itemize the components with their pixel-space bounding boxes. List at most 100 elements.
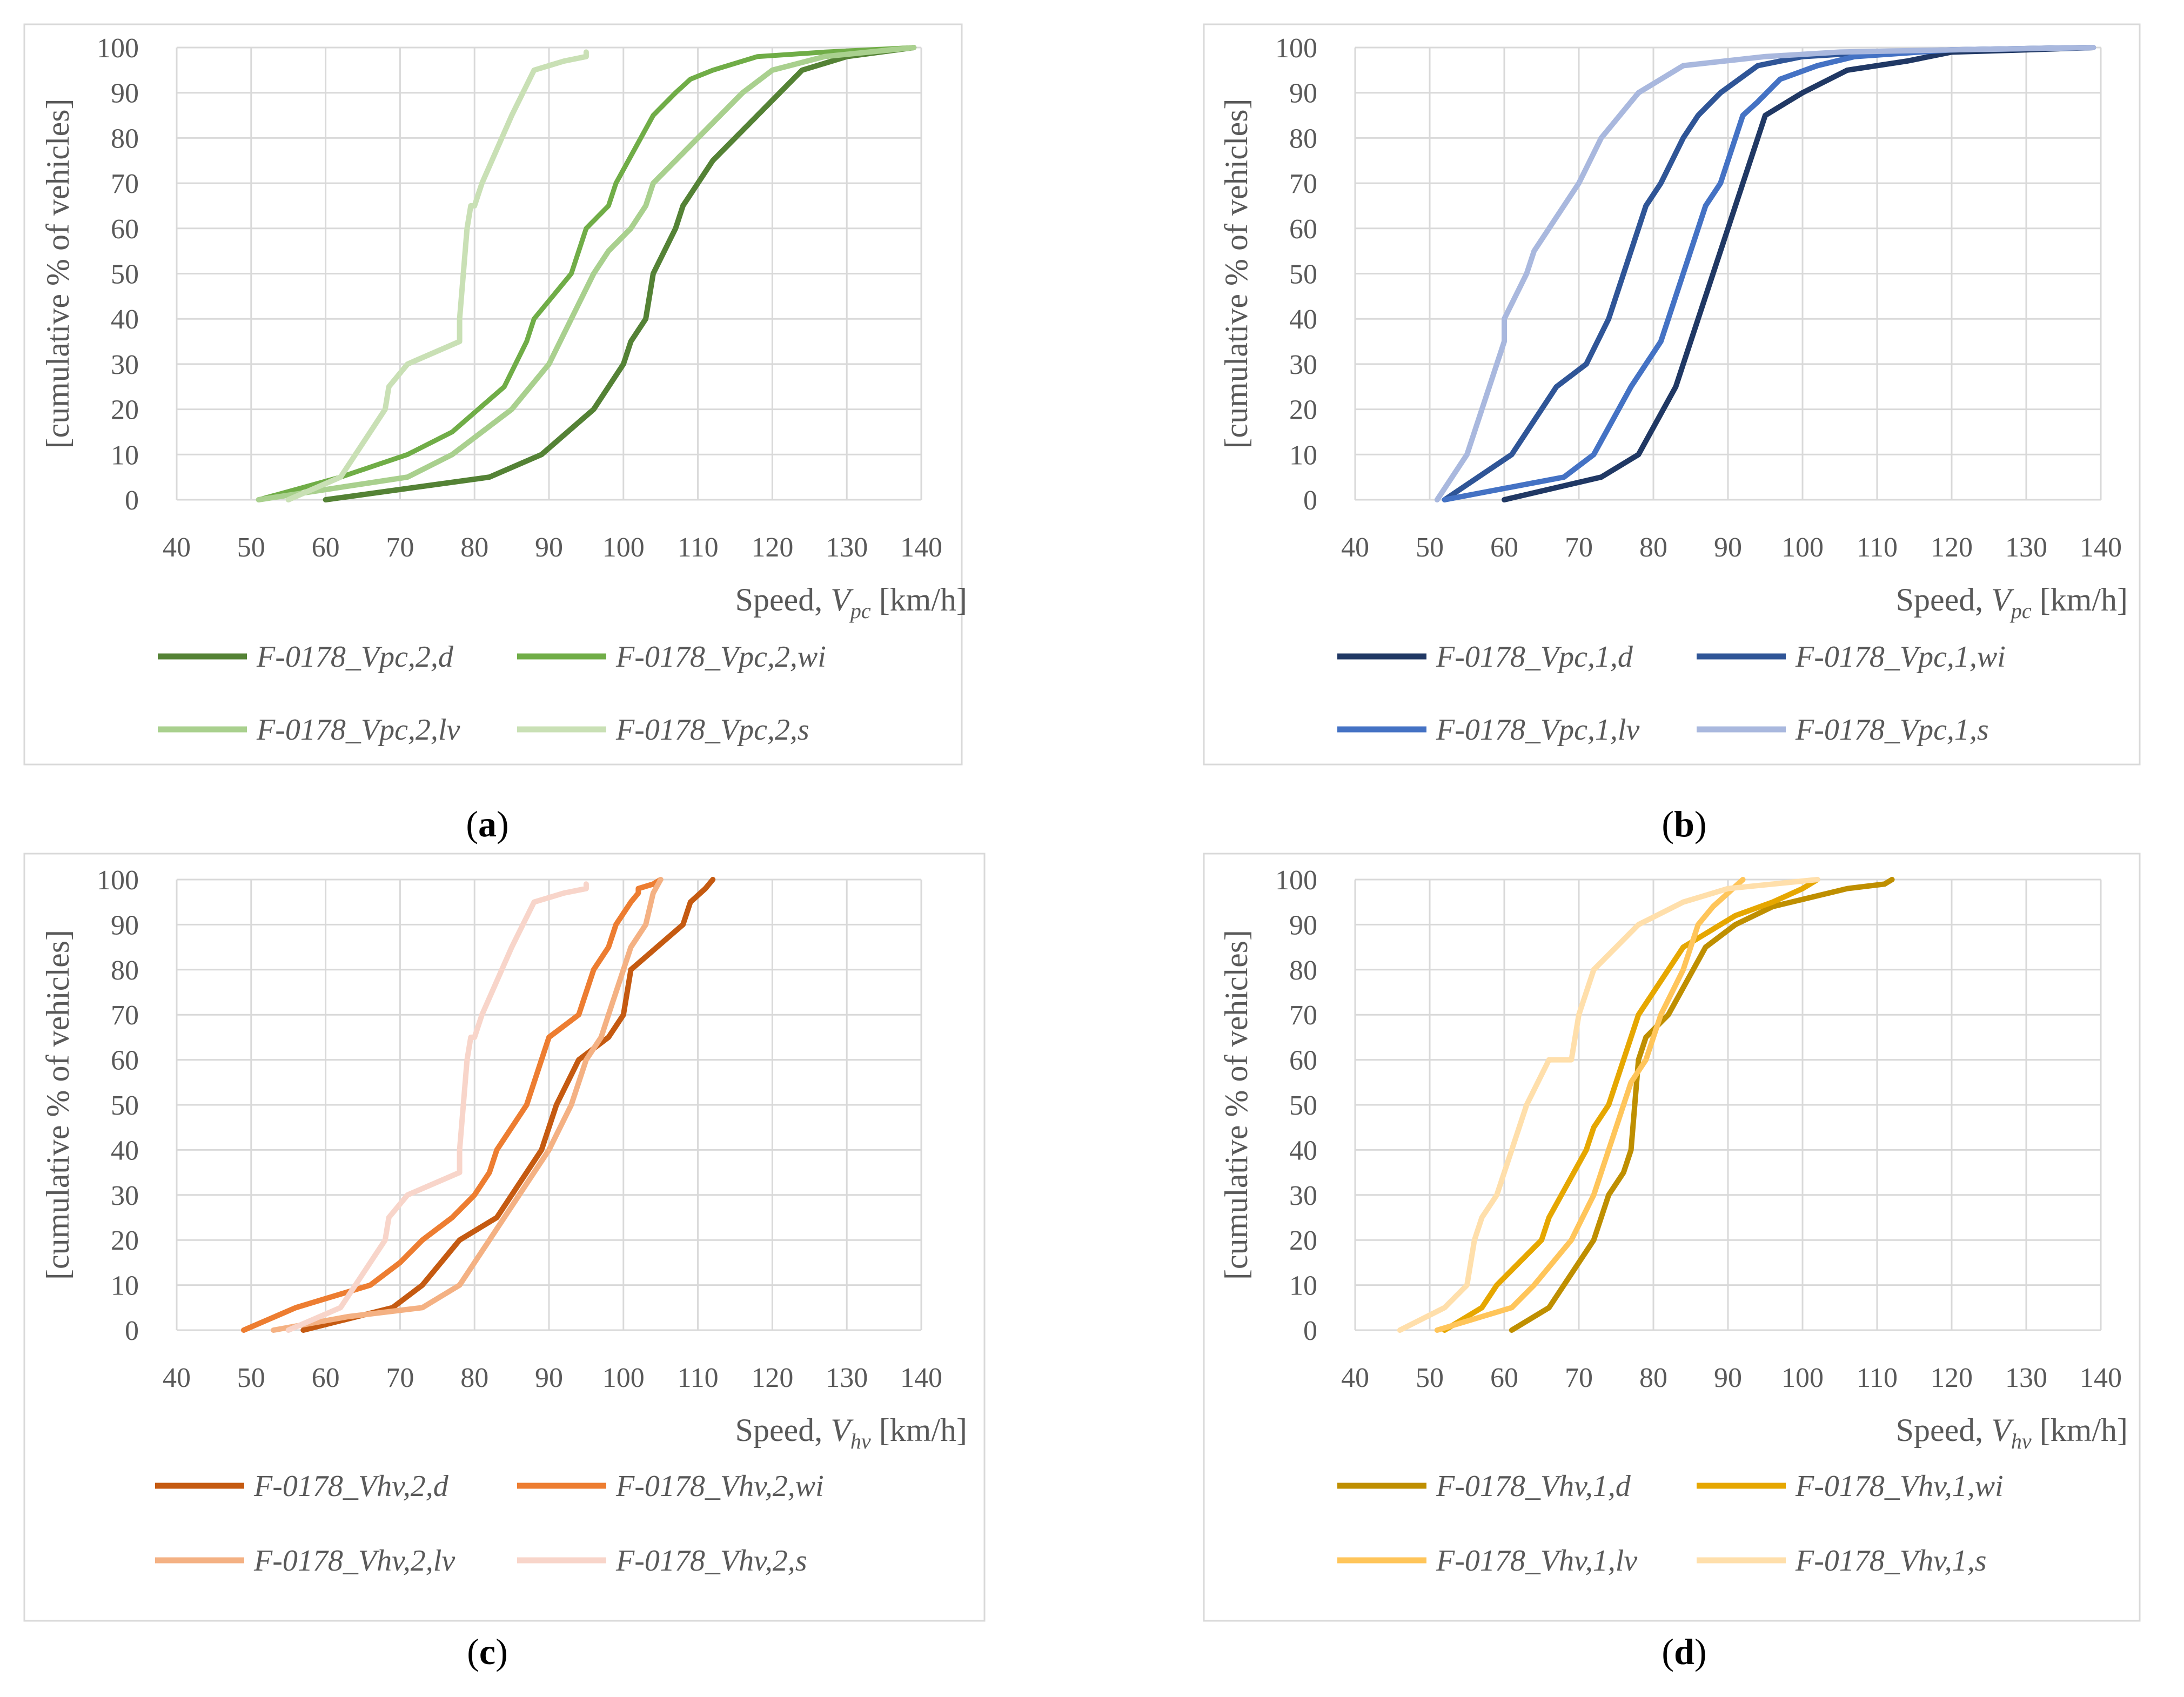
- x-tick-label: 110: [1857, 532, 1898, 563]
- panel-caption: (c): [467, 1631, 508, 1672]
- legend-label: F-0178_Vpc,1,s: [1795, 713, 1989, 747]
- y-tick-label: 90: [111, 910, 139, 941]
- x-tick-label: 50: [237, 532, 265, 563]
- series-line-a-2: [256, 45, 917, 502]
- y-tick-label: 20: [1289, 1225, 1317, 1256]
- y-tick-label: 0: [125, 1316, 139, 1346]
- legend-label: F-0178_Vhv,2,wi: [615, 1470, 824, 1503]
- y-tick-label: 60: [1289, 214, 1317, 245]
- x-axis-title: Speed, Vhv [km/h]: [735, 1412, 967, 1453]
- series-line-b-0: [1502, 45, 2096, 502]
- series-line-c-0: [300, 877, 716, 1333]
- y-tick-label: 30: [111, 1180, 139, 1211]
- y-tick-label: 20: [1289, 395, 1317, 426]
- legend-label: F-0178_Vpc,2,lv: [256, 713, 460, 747]
- x-tick-label: 120: [1931, 532, 1973, 563]
- y-tick-label: 30: [1289, 1180, 1317, 1211]
- y-tick-label: 10: [1289, 440, 1317, 471]
- gridlines: [176, 46, 922, 501]
- legend-label: F-0178_Vpc,1,d: [1436, 640, 1633, 674]
- y-tick-label: 70: [111, 169, 139, 199]
- series-line-c-2: [271, 877, 664, 1333]
- y-tick-label: 0: [1303, 485, 1317, 516]
- y-tick-label: 40: [111, 1135, 139, 1166]
- y-tick-label: 40: [111, 304, 139, 335]
- x-tick-label: 120: [751, 1363, 793, 1393]
- x-tick-label: 120: [751, 532, 793, 563]
- gridlines: [1354, 46, 2102, 501]
- x-tick-label: 110: [1857, 1363, 1898, 1393]
- y-tick-label: 40: [1289, 1135, 1317, 1166]
- y-axis-title: [cumulative % of vehicles]: [40, 98, 76, 448]
- legend-label: F-0178_Vhv,1,d: [1436, 1470, 1631, 1503]
- y-tick-label: 10: [111, 440, 139, 471]
- series-line-b-3: [1434, 45, 2096, 502]
- y-tick-label: 80: [111, 955, 139, 986]
- y-tick-label: 40: [1289, 304, 1317, 335]
- x-tick-label: 90: [535, 532, 563, 563]
- y-tick-label: 70: [111, 1000, 139, 1031]
- legend: F-0178_Vpc,2,d F-0178_Vpc,2,wi F-0178_Vpc,…: [158, 640, 826, 747]
- series-line-b-2: [1442, 45, 2096, 502]
- x-tick-label: 120: [1931, 1363, 1973, 1393]
- y-tick-label: 50: [111, 1090, 139, 1121]
- x-tick-label: 60: [312, 532, 340, 563]
- x-tick-label: 110: [678, 532, 719, 563]
- x-tick-label: 80: [460, 1363, 488, 1393]
- legend-label: F-0178_Vhv,1,wi: [1795, 1470, 2004, 1503]
- legend-label: F-0178_Vpc,2,d: [256, 640, 454, 674]
- y-tick-label: 60: [111, 1045, 139, 1076]
- x-tick-label: 80: [460, 532, 488, 563]
- y-tick-label: 10: [111, 1271, 139, 1302]
- x-tick-label: 80: [1639, 1363, 1667, 1393]
- series-line-a-0: [323, 45, 917, 502]
- y-tick-label: 60: [1289, 1045, 1317, 1076]
- chart-panel-d: 40 50 60 70 80 90 100 110 120 130 140 0 10 20 30 40 50 60…: [1203, 853, 2141, 1672]
- y-axis-title: [cumulative % of vehicles]: [40, 930, 76, 1280]
- panel-caption: (b): [1662, 803, 1706, 844]
- legend-label: F-0178_Vhv,2,d: [253, 1470, 449, 1503]
- x-axis-title: Speed, Vpc [km/h]: [1896, 582, 2128, 623]
- y-tick-label: 100: [1275, 865, 1317, 896]
- series-line-d-0: [1509, 877, 1895, 1333]
- x-tick-label: 40: [163, 1363, 191, 1393]
- y-tick-label: 20: [111, 395, 139, 426]
- legend-label: F-0178_Vhv,1,lv: [1436, 1544, 1637, 1578]
- y-tick-label: 80: [111, 123, 139, 154]
- chart-frame: [1203, 853, 2141, 1622]
- x-tick-label: 80: [1639, 532, 1667, 563]
- x-tick-label: 90: [1714, 532, 1742, 563]
- legend-label: F-0178_Vpc,1,lv: [1436, 713, 1639, 747]
- x-tick-label: 130: [2005, 532, 2047, 563]
- x-tick-label: 70: [386, 1363, 414, 1393]
- legend: F-0178_Vhv,1,d F-0178_Vhv,1,wi F-0178_Vhv,…: [1337, 1470, 2004, 1578]
- x-tick-label: 130: [826, 532, 868, 563]
- x-tick-label: 130: [826, 1363, 868, 1393]
- y-tick-label: 50: [111, 259, 139, 290]
- chart-panel-a: 40 50 60 70 80 90 100 110 120 130 140 0 10 20 30 40 50 60…: [23, 23, 967, 844]
- legend-label: F-0178_Vhv,1,s: [1795, 1544, 1987, 1578]
- gridlines: [176, 878, 922, 1331]
- y-tick-label: 50: [1289, 259, 1317, 290]
- x-tick-label: 90: [1714, 1363, 1742, 1393]
- x-tick-label: 90: [535, 1363, 563, 1393]
- y-tick-label: 70: [1289, 169, 1317, 199]
- x-tick-label: 100: [602, 532, 645, 563]
- chart-frame: [23, 853, 986, 1622]
- y-axis-title: [cumulative % of vehicles]: [1218, 98, 1254, 448]
- x-tick-label: 70: [386, 532, 414, 563]
- y-tick-label: 100: [97, 33, 139, 64]
- y-tick-label: 30: [1289, 350, 1317, 380]
- panel-caption: (a): [466, 803, 508, 844]
- x-tick-label: 140: [2080, 532, 2122, 563]
- x-tick-label: 70: [1565, 1363, 1593, 1393]
- x-tick-label: 40: [1341, 532, 1369, 563]
- panel-caption: (d): [1662, 1631, 1706, 1672]
- x-tick-label: 140: [900, 1363, 942, 1393]
- legend-label: F-0178_Vhv,2,s: [615, 1544, 807, 1578]
- y-tick-label: 30: [111, 350, 139, 380]
- x-tick-label: 60: [1490, 532, 1518, 563]
- x-tick-label: 110: [678, 1363, 719, 1393]
- chart-panel-b: 40 50 60 70 80 90 100 110 120 130 140 0 10 20 30 40 50 60…: [1203, 23, 2141, 844]
